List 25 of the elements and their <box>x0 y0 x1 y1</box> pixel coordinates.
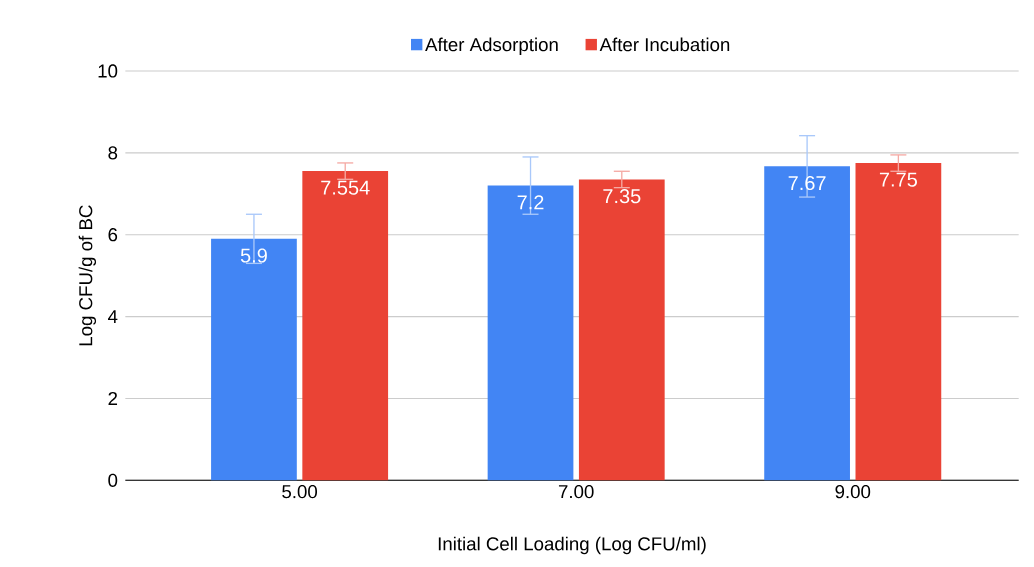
x-axis-title: Initial Cell Loading (Log CFU/ml) <box>438 536 706 555</box>
bar <box>211 238 297 481</box>
data-label: 7.35 <box>603 189 641 204</box>
bar <box>764 166 850 481</box>
y-tick-label: 4 <box>107 310 118 324</box>
legend-label: After Adsorption <box>425 37 558 55</box>
bar <box>578 179 665 481</box>
legend-label: After Incubation <box>599 37 730 52</box>
data-label: 7.554 <box>321 180 370 195</box>
data-label: 7.67 <box>788 175 826 191</box>
data-label: 7.2 <box>517 195 544 210</box>
bar <box>855 163 942 481</box>
x-tick-label: 7.00 <box>558 485 594 499</box>
bar <box>487 185 574 481</box>
bar <box>302 171 389 481</box>
data-label: 7.75 <box>879 172 917 187</box>
y-tick-label: 2 <box>108 391 118 405</box>
y-tick-label: 8 <box>108 146 118 160</box>
data-label: 5.9 <box>240 248 267 263</box>
x-tick-label: 9.00 <box>835 485 871 499</box>
x-tick-label: 5.00 <box>282 485 318 499</box>
y-axis-title: Log CFU/g of BC <box>78 205 97 346</box>
y-tick-label: 0 <box>108 473 118 487</box>
y-tick-label: 10 <box>98 64 118 78</box>
y-tick-label: 6 <box>108 228 118 242</box>
